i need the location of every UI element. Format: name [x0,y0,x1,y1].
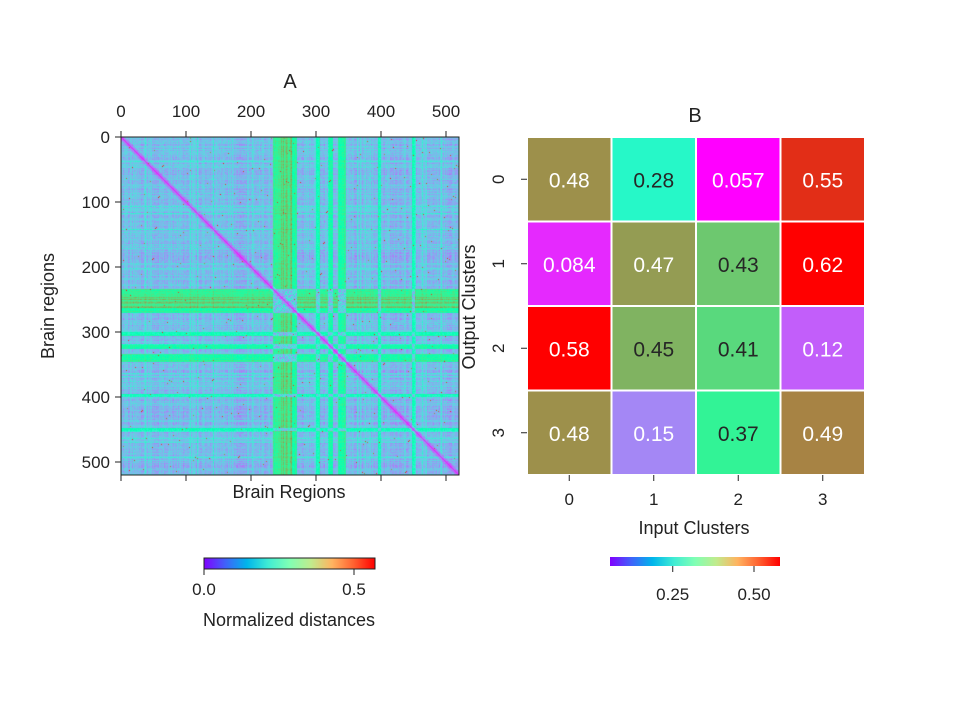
panel-a-y-tick-label: 200 [82,258,110,277]
heatmap-cell [695,220,782,307]
panel-b-y-tick-label: 2 [489,344,508,353]
panel-a-y-tick-label: 500 [82,453,110,472]
panel-a-colorbar-ticks: 0.0 0.5 [192,569,366,599]
panel-a-x-axis: 0 100 200 300 400 500 [116,102,460,137]
heatmap-cell-label: 0.48 [549,169,590,192]
panel-b-colorbar-gradient [610,557,780,566]
heatmap-cell-label: 0.47 [633,254,674,277]
panel-a-colorbar-tick-label: 0.0 [192,580,216,599]
heatmap-cell [526,220,613,307]
panel-a-heatmap [121,137,459,475]
panel-b-colorbar: 0.25 0.50 [610,557,780,604]
heatmap-cell [610,389,697,476]
panel-b-colorbar-tick-label: 0.25 [656,585,689,604]
panel-a-x-tick-label: 500 [432,102,460,121]
heatmap-cell [610,136,697,223]
panel-b: B 0.48 0.28 0.057 0.55 0.084 0.47 0.43 0.62 0.58… [459,105,866,604]
panel-b-colorbar-tick-label: 0.50 [737,585,770,604]
panel-b-x-tick-label: 3 [818,490,827,509]
panel-a-x-tick-label: 200 [237,102,265,121]
panel-b-x-tick-label: 2 [734,490,743,509]
panel-a-frame [120,136,460,476]
heatmap-cell-label: 0.12 [802,338,843,361]
heatmap-cell-label: 0.55 [802,169,843,192]
heatmap-cell [779,220,866,307]
heatmap-cell-label: 0.15 [633,423,674,446]
heatmap-cell-label: 0.41 [718,338,759,361]
panel-b-heatmap: 0.48 0.28 0.057 0.55 0.084 0.47 0.43 0.62 0.58 0.… [526,136,866,476]
heatmap-cell [779,389,866,476]
panel-b-x-axis-label: Input Clusters [638,518,749,538]
heatmap-cell [695,389,782,476]
heatmap-cell-label: 0.057 [712,169,765,192]
panel-a-x-tick-label: 300 [302,102,330,121]
heatmap-cell-label: 0.49 [802,423,843,446]
panel-a-colorbar-gradient [203,557,376,570]
panel-a-x-axis-label: Brain Regions [232,482,345,502]
panel-a: A 0 100 200 300 400 500 0 100 200 300 400 500 Brai… [38,71,460,630]
heatmap-cell-label: 0.28 [633,169,674,192]
heatmap-cell-label: 0.58 [549,338,590,361]
panel-a-y-tick-label: 100 [82,193,110,212]
panel-b-y-axis-label: Output Clusters [459,244,479,369]
heatmap-cell-label: 0.48 [549,423,590,446]
panel-b-x-tick-label: 1 [649,490,658,509]
panel-a-colorbar: 0.0 0.5 Normalized distances [192,557,376,630]
panel-b-y-tick-label: 0 [489,175,508,184]
panel-a-x-tick-label: 0 [116,102,125,121]
heatmap-cell-label: 0.43 [718,254,759,277]
panel-a-y-tick-label: 400 [82,388,110,407]
panel-a-x-tick-label: 100 [172,102,200,121]
panel-b-y-axis: 0 1 2 3 [489,175,527,437]
heatmap-cell-label: 0.37 [718,423,759,446]
panel-b-colorbar-ticks: 0.25 0.50 [656,566,771,604]
heatmap-cell [610,220,697,307]
panel-a-heatmap-canvas [121,137,459,475]
panel-a-y-axis: 0 100 200 300 400 500 [82,128,121,472]
panel-b-title: B [688,105,701,127]
panel-b-x-axis: 0 1 2 3 [565,475,827,509]
heatmap-cell [610,305,697,392]
heatmap-cell-label: 0.45 [633,338,674,361]
heatmap-cell [779,136,866,223]
panel-a-title: A [283,71,297,93]
panel-a-x-tick-label: 400 [367,102,395,121]
heatmap-cell-label: 0.084 [543,254,596,277]
panel-a-y-tick-label: 0 [101,128,110,147]
panel-a-y-axis-label: Brain regions [38,253,58,359]
heatmap-cell [779,305,866,392]
panel-b-y-tick-label: 1 [489,259,508,268]
heatmap-cell-label: 0.62 [802,254,843,277]
panel-b-y-tick-label: 3 [489,428,508,437]
panel-a-bottom-ticks [120,475,447,481]
panel-a-colorbar-tick-label: 0.5 [342,580,366,599]
panel-a-colorbar-label: Normalized distances [203,610,375,630]
panel-a-y-tick-label: 300 [82,323,110,342]
panel-b-x-tick-label: 0 [565,490,574,509]
